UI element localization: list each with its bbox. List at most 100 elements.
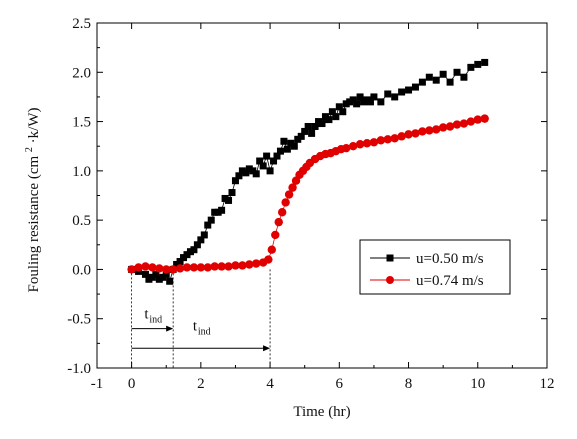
series-1-point: [270, 157, 278, 165]
series-1-point: [311, 123, 319, 130]
x-tick-label: 12: [540, 376, 555, 392]
series-1-point: [405, 86, 413, 94]
series-2-point: [288, 183, 297, 192]
legend-box: [359, 239, 511, 295]
series-1-point: [263, 152, 271, 160]
series-2-point: [155, 264, 164, 273]
tind-label-sub: ind: [149, 315, 162, 326]
tick-labels: -1 0 2 4 6 8 10 12 -1.0 -0.5 0.0 0.5 1.0 1.5 2.0 2.5: [67, 16, 554, 392]
series-2-point: [376, 136, 386, 145]
series-2-point: [390, 134, 399, 143]
series-2-point: [203, 263, 212, 272]
series-1-point: [339, 108, 347, 116]
legend-label-series-2: u=0.74 m/s: [416, 273, 484, 289]
tind-label-sub: ind: [198, 327, 211, 338]
y-tick-label: 1.5: [72, 115, 91, 131]
series-1-point: [308, 129, 316, 137]
series-1-point: [384, 90, 392, 98]
legend: u=0.50 m/s u=0.74 m/s: [359, 239, 511, 295]
series-2-point: [284, 190, 294, 199]
series-1-point: [481, 58, 489, 66]
series-2-point: [362, 139, 372, 148]
series-2-point: [397, 132, 406, 141]
series-1-point: [152, 270, 160, 278]
series-1-point: [439, 70, 447, 78]
series-1-point: [176, 258, 184, 266]
series-1-point: [276, 147, 284, 155]
legend-marker-series-2: [386, 276, 394, 284]
series-1-point: [318, 120, 326, 128]
series-1-point: [235, 172, 243, 180]
series-1-point: [398, 88, 406, 96]
series-2-point: [277, 208, 287, 217]
series-1-point: [356, 93, 364, 101]
plot-border: [96, 22, 548, 369]
series-2-point: [383, 135, 392, 144]
y-axis-title-tail: ·k/W): [26, 108, 42, 144]
series-1-point: [353, 100, 361, 108]
series-2-point: [162, 265, 171, 274]
series-1-point: [256, 157, 264, 165]
series-2-point: [196, 263, 206, 272]
series-2-point: [445, 122, 455, 131]
series-2-point: [369, 138, 379, 147]
series-2-point: [134, 263, 143, 272]
series-2-point: [238, 261, 247, 270]
series-1-point: [411, 83, 419, 91]
series-2-point: [168, 265, 178, 274]
y-tick-label: -1.0: [67, 361, 91, 377]
x-tick-label: 10: [470, 376, 485, 392]
series-2-point: [267, 245, 277, 254]
series-1-point: [453, 68, 461, 76]
series-1-point: [418, 78, 426, 86]
y-tick-label: 0.5: [72, 213, 91, 229]
series-2-point: [342, 143, 351, 153]
series-1-point: [301, 127, 309, 135]
x-tick-label: 6: [336, 376, 344, 392]
tind-label: t: [144, 307, 149, 323]
series-1-point: [166, 277, 174, 285]
series-1-point: [197, 236, 205, 244]
legend-label-series-1: u=0.50 m/s: [416, 251, 484, 267]
plot-frame: [96, 22, 548, 369]
tind-label: t: [193, 319, 198, 335]
series-1-point: [207, 216, 215, 224]
series-1-point: [474, 60, 482, 68]
y-tick-label: -0.5: [67, 312, 91, 328]
induction-guides: t ind t ind: [131, 269, 271, 368]
x-tick-label: -1: [91, 376, 104, 392]
y-tick-label: 0.0: [72, 262, 91, 278]
series-1-point: [204, 221, 212, 229]
series-1-point: [190, 246, 198, 254]
series-1-point: [377, 98, 385, 106]
x-tick-label: 2: [197, 376, 205, 392]
series-1-point: [290, 142, 298, 150]
tind-arrow-head: [263, 345, 271, 352]
series-2-point: [141, 262, 150, 271]
series-2-point: [148, 263, 157, 272]
x-tick-label: 0: [128, 376, 136, 392]
series-1-point: [335, 103, 343, 111]
series-1-point: [325, 116, 333, 124]
series-1-point: [304, 123, 312, 130]
data-series: [127, 58, 489, 285]
series-1-point: [425, 73, 433, 81]
series-1-point: [273, 152, 281, 160]
y-axis-title: Fouling resistance (cm 2 ·k/W): [20, 108, 42, 293]
series-2-point: [127, 265, 136, 274]
series-1-point: [366, 98, 374, 106]
series-2-point: [452, 120, 462, 129]
series-2-point: [264, 255, 273, 264]
y-axis-title-main: Fouling resistance (cm: [26, 156, 42, 293]
series-1-point: [141, 270, 149, 278]
series-2-point: [418, 127, 427, 136]
series-2-point: [252, 259, 261, 268]
series-1-point: [370, 93, 378, 101]
series-1-point: [283, 145, 291, 153]
series-1-point: [225, 196, 233, 204]
series-2-point: [245, 260, 254, 269]
series-1-point: [432, 76, 440, 84]
series-2-point: [411, 129, 420, 138]
series-2-point: [473, 115, 482, 124]
